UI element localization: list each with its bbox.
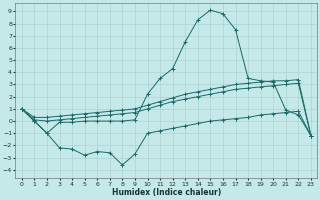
X-axis label: Humidex (Indice chaleur): Humidex (Indice chaleur)	[112, 188, 221, 197]
